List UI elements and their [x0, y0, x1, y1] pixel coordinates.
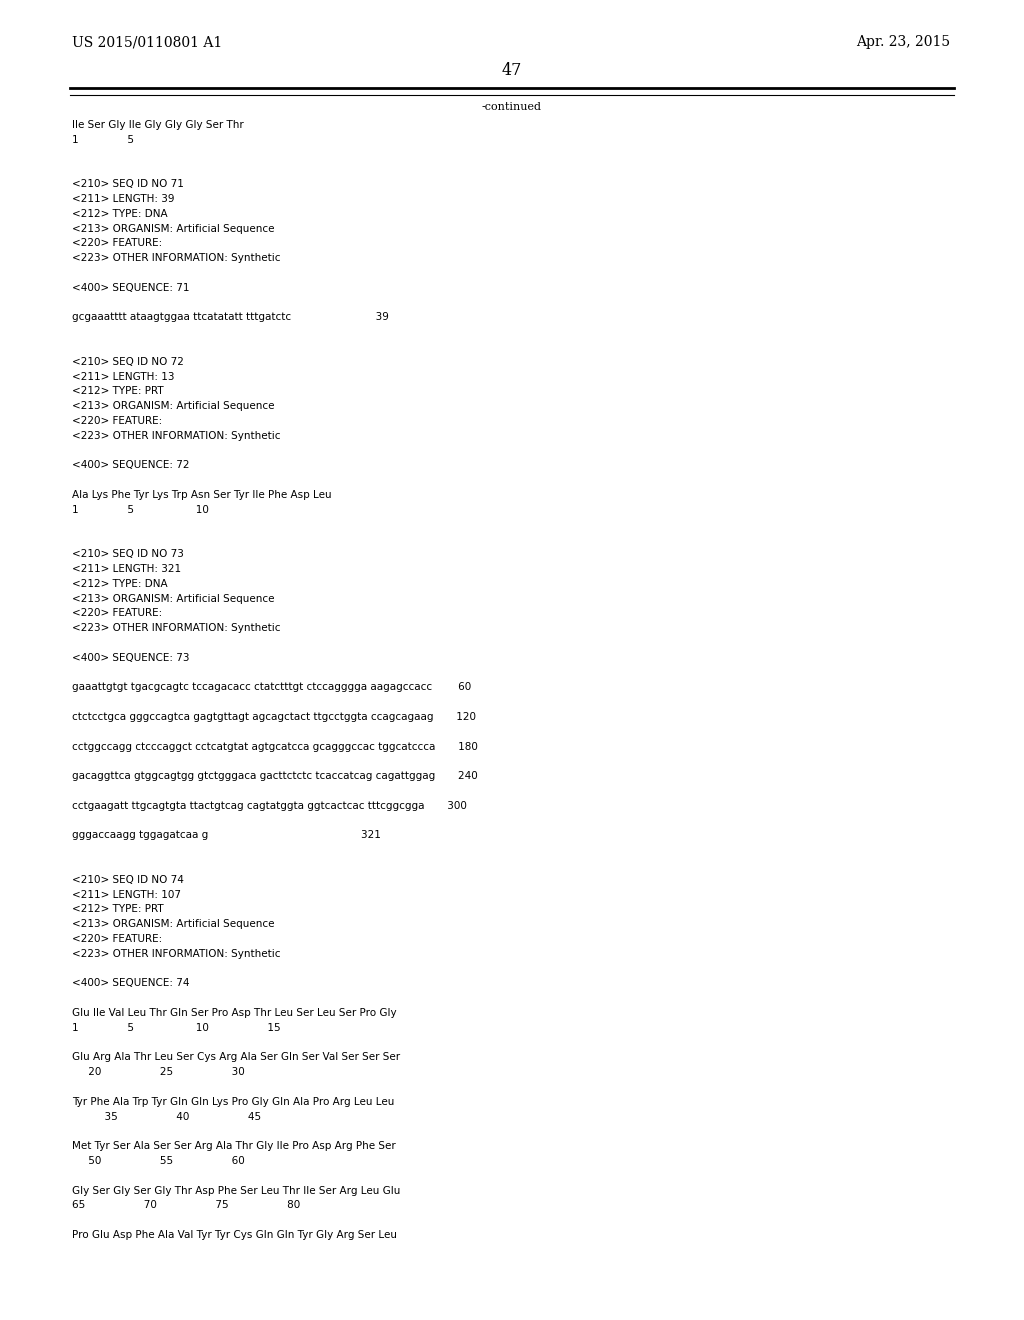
Text: Glu Ile Val Leu Thr Gln Ser Pro Asp Thr Leu Ser Leu Ser Pro Gly: Glu Ile Val Leu Thr Gln Ser Pro Asp Thr … — [72, 1008, 396, 1018]
Text: <220> FEATURE:: <220> FEATURE: — [72, 935, 162, 944]
Text: 1               5                   10                  15: 1 5 10 15 — [72, 1023, 281, 1032]
Text: <223> OTHER INFORMATION: Synthetic: <223> OTHER INFORMATION: Synthetic — [72, 949, 281, 958]
Text: cctgaagatt ttgcagtgta ttactgtcag cagtatggta ggtcactcac tttcggcgga       300: cctgaagatt ttgcagtgta ttactgtcag cagtatg… — [72, 801, 467, 810]
Text: <400> SEQUENCE: 73: <400> SEQUENCE: 73 — [72, 653, 189, 663]
Text: cctggccagg ctcccaggct cctcatgtat agtgcatcca gcagggccac tggcatccca       180: cctggccagg ctcccaggct cctcatgtat agtgcat… — [72, 742, 478, 751]
Text: <211> LENGTH: 321: <211> LENGTH: 321 — [72, 564, 181, 574]
Text: Gly Ser Gly Ser Gly Thr Asp Phe Ser Leu Thr Ile Ser Arg Leu Glu: Gly Ser Gly Ser Gly Thr Asp Phe Ser Leu … — [72, 1185, 400, 1196]
Text: <223> OTHER INFORMATION: Synthetic: <223> OTHER INFORMATION: Synthetic — [72, 253, 281, 263]
Text: gcgaaatttt ataagtggaa ttcatatatt tttgatctc                          39: gcgaaatttt ataagtggaa ttcatatatt tttgatc… — [72, 313, 389, 322]
Text: gggaccaagg tggagatcaa g                                               321: gggaccaagg tggagatcaa g 321 — [72, 830, 381, 841]
Text: 1               5                   10: 1 5 10 — [72, 504, 209, 515]
Text: Apr. 23, 2015: Apr. 23, 2015 — [856, 36, 950, 49]
Text: <210> SEQ ID NO 71: <210> SEQ ID NO 71 — [72, 180, 184, 189]
Text: <400> SEQUENCE: 71: <400> SEQUENCE: 71 — [72, 282, 189, 293]
Text: 65                  70                  75                  80: 65 70 75 80 — [72, 1200, 300, 1210]
Text: -continued: -continued — [482, 102, 542, 112]
Text: <212> TYPE: PRT: <212> TYPE: PRT — [72, 387, 164, 396]
Text: <212> TYPE: DNA: <212> TYPE: DNA — [72, 209, 168, 219]
Text: <213> ORGANISM: Artificial Sequence: <213> ORGANISM: Artificial Sequence — [72, 594, 274, 603]
Text: <220> FEATURE:: <220> FEATURE: — [72, 609, 162, 618]
Text: <400> SEQUENCE: 72: <400> SEQUENCE: 72 — [72, 461, 189, 470]
Text: 50                  55                  60: 50 55 60 — [72, 1156, 245, 1166]
Text: 35                  40                  45: 35 40 45 — [72, 1111, 261, 1122]
Text: <220> FEATURE:: <220> FEATURE: — [72, 416, 162, 426]
Text: <213> ORGANISM: Artificial Sequence: <213> ORGANISM: Artificial Sequence — [72, 919, 274, 929]
Text: <210> SEQ ID NO 72: <210> SEQ ID NO 72 — [72, 356, 184, 367]
Text: <211> LENGTH: 39: <211> LENGTH: 39 — [72, 194, 174, 205]
Text: gaaattgtgt tgacgcagtc tccagacacc ctatctttgt ctccagggga aagagccacc        60: gaaattgtgt tgacgcagtc tccagacacc ctatctt… — [72, 682, 471, 693]
Text: 47: 47 — [502, 62, 522, 79]
Text: Ala Lys Phe Tyr Lys Trp Asn Ser Tyr Ile Phe Asp Leu: Ala Lys Phe Tyr Lys Trp Asn Ser Tyr Ile … — [72, 490, 332, 500]
Text: <213> ORGANISM: Artificial Sequence: <213> ORGANISM: Artificial Sequence — [72, 401, 274, 412]
Text: Ile Ser Gly Ile Gly Gly Gly Ser Thr: Ile Ser Gly Ile Gly Gly Gly Ser Thr — [72, 120, 244, 129]
Text: <210> SEQ ID NO 73: <210> SEQ ID NO 73 — [72, 549, 184, 560]
Text: gacaggttca gtggcagtgg gtctgggaca gacttctctc tcaccatcag cagattggag       240: gacaggttca gtggcagtgg gtctgggaca gacttct… — [72, 771, 478, 781]
Text: Met Tyr Ser Ala Ser Ser Arg Ala Thr Gly Ile Pro Asp Arg Phe Ser: Met Tyr Ser Ala Ser Ser Arg Ala Thr Gly … — [72, 1142, 395, 1151]
Text: <220> FEATURE:: <220> FEATURE: — [72, 239, 162, 248]
Text: <400> SEQUENCE: 74: <400> SEQUENCE: 74 — [72, 978, 189, 989]
Text: Tyr Phe Ala Trp Tyr Gln Gln Lys Pro Gly Gln Ala Pro Arg Leu Leu: Tyr Phe Ala Trp Tyr Gln Gln Lys Pro Gly … — [72, 1097, 394, 1106]
Text: <211> LENGTH: 13: <211> LENGTH: 13 — [72, 372, 174, 381]
Text: <212> TYPE: DNA: <212> TYPE: DNA — [72, 578, 168, 589]
Text: Glu Arg Ala Thr Leu Ser Cys Arg Ala Ser Gln Ser Val Ser Ser Ser: Glu Arg Ala Thr Leu Ser Cys Arg Ala Ser … — [72, 1052, 400, 1063]
Text: 20                  25                  30: 20 25 30 — [72, 1067, 245, 1077]
Text: <223> OTHER INFORMATION: Synthetic: <223> OTHER INFORMATION: Synthetic — [72, 430, 281, 441]
Text: <223> OTHER INFORMATION: Synthetic: <223> OTHER INFORMATION: Synthetic — [72, 623, 281, 634]
Text: 1               5: 1 5 — [72, 135, 134, 145]
Text: US 2015/0110801 A1: US 2015/0110801 A1 — [72, 36, 222, 49]
Text: Pro Glu Asp Phe Ala Val Tyr Tyr Cys Gln Gln Tyr Gly Arg Ser Leu: Pro Glu Asp Phe Ala Val Tyr Tyr Cys Gln … — [72, 1230, 397, 1239]
Text: <213> ORGANISM: Artificial Sequence: <213> ORGANISM: Artificial Sequence — [72, 223, 274, 234]
Text: <210> SEQ ID NO 74: <210> SEQ ID NO 74 — [72, 875, 184, 884]
Text: <212> TYPE: PRT: <212> TYPE: PRT — [72, 904, 164, 915]
Text: ctctcctgca gggccagtca gagtgttagt agcagctact ttgcctggta ccagcagaag       120: ctctcctgca gggccagtca gagtgttagt agcagct… — [72, 711, 476, 722]
Text: <211> LENGTH: 107: <211> LENGTH: 107 — [72, 890, 181, 900]
